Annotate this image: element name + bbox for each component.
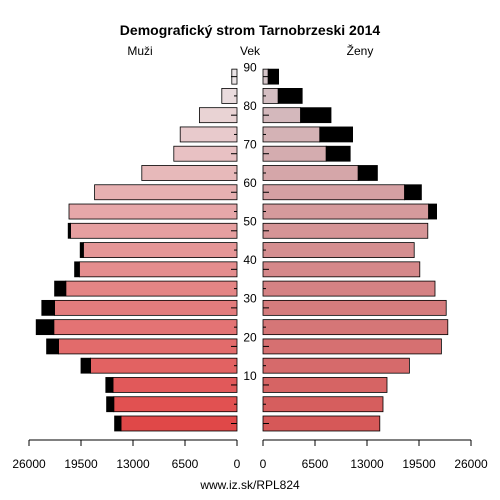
female-excess-bar-80-84	[300, 107, 332, 124]
male-excess-bar-35-39	[54, 280, 67, 297]
female-bar-10-14	[262, 377, 388, 393]
female-bar-15-19	[262, 357, 410, 374]
age-tick-label: 50	[243, 215, 257, 229]
age-tick-label: 30	[243, 292, 257, 306]
chart-title: Demografický strom Tarnobrzeski 2014	[120, 22, 381, 38]
female-bar-65-69	[262, 165, 359, 181]
male-excess-bar-15-19	[80, 357, 92, 374]
age-tick-label: 80	[243, 99, 257, 113]
male-x-tick-label: 13000	[116, 457, 150, 471]
male-x-axis: 26000 19500 13000 6500 0	[12, 439, 241, 471]
female-x-tick-label: 6500	[302, 457, 329, 471]
female-bars	[262, 68, 449, 432]
male-x-tick-label: 26000	[12, 457, 46, 471]
male-excess-bar-50-54	[67, 222, 71, 239]
age-tick-label: 70	[243, 138, 257, 152]
male-bar-60-64	[94, 184, 238, 201]
female-bar-45-49	[262, 242, 415, 258]
female-excess-bar-60-64	[404, 184, 422, 201]
female-bar-5-9	[262, 396, 384, 413]
female-excess-bar-65-69	[357, 165, 378, 181]
male-bar-50-54	[70, 222, 238, 239]
male-bar-55-59	[68, 203, 238, 220]
male-excess-bar-40-44	[74, 261, 80, 278]
male-bar-25-29	[53, 319, 238, 336]
female-x-tick-label: 26000	[454, 457, 488, 471]
male-bar-75-79	[179, 126, 238, 143]
male-x-tick-label: 19500	[64, 457, 98, 471]
male-excess-bar-0-4	[114, 415, 122, 432]
male-x-tick-label: 0	[234, 457, 241, 471]
age-tick-label: 60	[243, 176, 257, 190]
female-bar-20-24	[262, 338, 442, 355]
female-label: Ženy	[347, 43, 374, 58]
female-excess-bar-75-79	[319, 126, 353, 143]
female-x-axis: 0 6500 13000 19500 26000	[260, 439, 488, 471]
female-bar-60-64	[262, 184, 406, 201]
female-x-tick-label: 0	[260, 457, 267, 471]
age-tick-label: 20	[243, 330, 257, 344]
female-bar-0-4	[262, 415, 381, 432]
female-bar-50-54	[262, 222, 429, 239]
female-bar-55-59	[262, 203, 430, 220]
male-bar-5-9	[113, 396, 238, 413]
male-bar-45-49	[83, 242, 238, 258]
female-bar-75-79	[262, 126, 321, 143]
male-excess-bar-5-9	[106, 396, 115, 413]
age-tick-label: 10	[243, 369, 257, 383]
female-excess-bar-90+	[267, 68, 280, 85]
male-bar-70-74	[173, 145, 238, 162]
female-excess-bar-70-74	[325, 145, 351, 162]
male-bars	[35, 68, 238, 432]
female-bar-30-34	[262, 299, 447, 316]
male-bar-20-24	[58, 338, 238, 355]
male-label: Muži	[127, 44, 152, 58]
male-bar-15-19	[90, 357, 238, 374]
female-x-tick-label: 19500	[402, 457, 436, 471]
female-bar-40-44	[262, 261, 421, 278]
female-x-tick-label: 13000	[350, 457, 384, 471]
female-bar-25-29	[262, 319, 449, 336]
female-bar-70-74	[262, 145, 327, 162]
age-label: Vek	[240, 44, 261, 58]
footer-source: www.iz.sk/RPL824	[199, 478, 300, 492]
male-bar-0-4	[120, 415, 238, 432]
male-excess-bar-25-29	[35, 319, 55, 336]
male-excess-bar-30-34	[41, 299, 55, 316]
female-excess-bar-55-59	[428, 203, 438, 220]
age-tick-label: 90	[243, 61, 257, 75]
age-tick-label: 40	[243, 253, 257, 267]
male-bar-40-44	[79, 261, 238, 278]
male-excess-bar-45-49	[79, 242, 84, 258]
male-excess-bar-20-24	[46, 338, 59, 355]
female-excess-bar-85-89	[277, 88, 303, 104]
male-bar-30-34	[54, 299, 238, 316]
male-x-tick-label: 6500	[172, 457, 199, 471]
male-bar-65-69	[141, 165, 238, 181]
male-bar-35-39	[65, 280, 238, 297]
age-axis: 10 20 30 40 50 60 70 80 90	[231, 61, 269, 424]
male-excess-bar-10-14	[105, 377, 114, 393]
female-bar-35-39	[262, 280, 436, 297]
male-bar-10-14	[112, 377, 238, 393]
